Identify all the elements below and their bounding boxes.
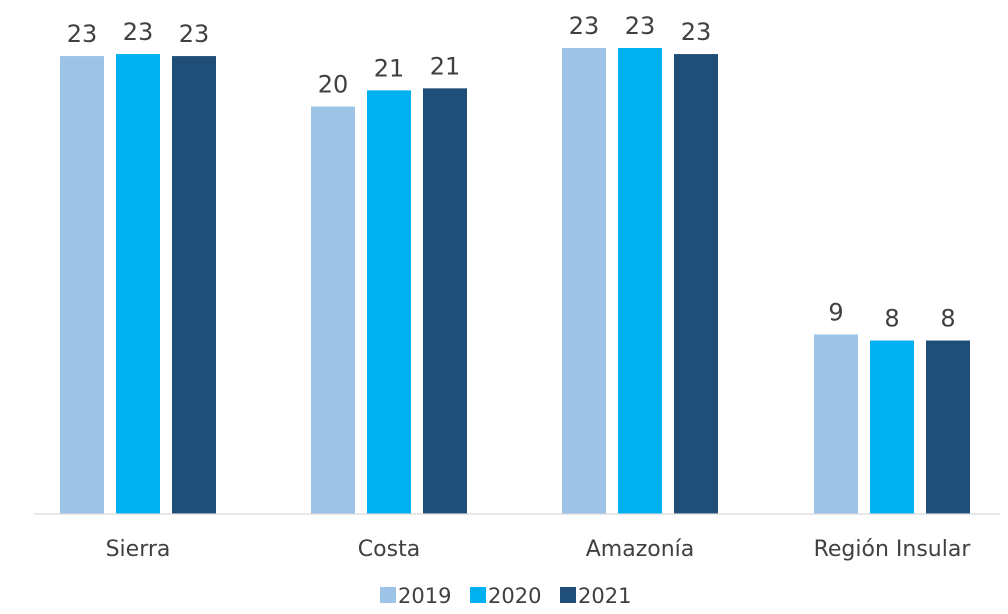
category-label-3: Región Insular [814,537,972,562]
value-label-2021-3: 8 [940,305,955,333]
legend-swatch-2020 [470,587,486,603]
legend-label-2019: 2019 [398,584,451,608]
bar-2019-2 [562,48,606,514]
value-label-2019-3: 9 [828,298,843,326]
bar-2021-3 [926,340,970,514]
value-label-2021-1: 21 [430,52,461,80]
value-label-2020-0: 23 [123,18,154,46]
bar-2020-1 [367,90,411,514]
category-label-2: Amazonía [586,537,695,562]
value-label-2020-3: 8 [884,305,899,333]
bar-2021-1 [423,88,467,515]
bar-2020-0 [116,54,160,515]
value-label-2021-2: 23 [681,18,712,46]
legend: 2019 2020 2021 [380,584,631,608]
value-labels-layer: 23 23 23 20 21 21 23 23 23 9 8 8 [67,12,956,333]
legend-swatch-2019 [380,587,396,603]
value-label-2020-2: 23 [625,12,656,40]
legend-label-2020: 2020 [488,584,541,608]
bar-2021-0 [172,56,216,514]
legend-swatch-2021 [560,587,576,603]
category-labels-layer: Sierra Costa Amazonía Región Insular [106,537,972,562]
category-label-0: Sierra [106,537,171,562]
bar-2019-0 [60,56,104,514]
value-label-2019-1: 20 [318,71,349,99]
bars-layer [60,48,970,515]
bar-2019-1 [311,106,355,514]
legend-label-2021: 2021 [578,584,631,608]
bar-2020-2 [618,48,662,514]
bar-2019-3 [814,334,858,514]
value-label-2021-0: 23 [179,20,210,48]
value-label-2019-0: 23 [67,20,98,48]
value-label-2020-1: 21 [374,54,405,82]
bar-2021-2 [674,54,718,515]
value-label-2019-2: 23 [569,12,600,40]
bar-2020-3 [870,340,914,514]
category-label-1: Costa [358,537,420,562]
